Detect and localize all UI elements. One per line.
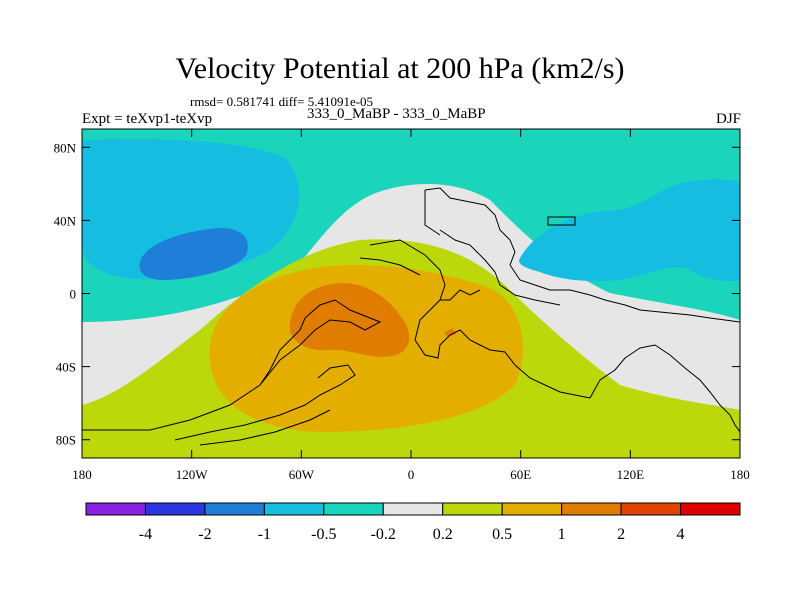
colorbar-label: -1 bbox=[258, 526, 271, 543]
band-negative-asia bbox=[519, 179, 740, 282]
y-tick-label: 40S bbox=[56, 360, 76, 375]
colorbar-label: -2 bbox=[198, 526, 211, 543]
band-negative-pacific-core bbox=[139, 228, 248, 281]
colorbar-label: -0.2 bbox=[371, 526, 396, 543]
colorbar-label: -4 bbox=[139, 526, 152, 543]
colorbar-label: -0.5 bbox=[311, 526, 336, 543]
colorbar-swatch bbox=[501, 502, 563, 516]
colorbar-label: 0.5 bbox=[492, 526, 512, 543]
colorbar-swatch bbox=[680, 502, 741, 516]
x-axis: 180 120W 60W 0 60E 120E 180 bbox=[72, 129, 750, 482]
colorbar-swatch bbox=[442, 502, 503, 516]
center-label: 333_0_MaBP - 333_0_MaBP bbox=[307, 106, 486, 122]
colorbar-label: 4 bbox=[677, 526, 685, 543]
y-tick-label: 40N bbox=[54, 213, 77, 228]
colorbar-swatch bbox=[263, 502, 325, 516]
stats-text: rmsd= 0.581741 diff= 5.41091e-05 bbox=[190, 94, 374, 109]
left-label: Expt = teXvp1-teXvp bbox=[82, 111, 213, 127]
x-tick-label: 180 bbox=[730, 467, 750, 482]
colorbar: -4 -2 -1 -0.5 -0.2 0.2 0.5 1 2 4 bbox=[85, 502, 741, 543]
season-label: DJF bbox=[715, 111, 741, 127]
y-tick-label: 80N bbox=[54, 140, 77, 155]
colorbar-swatch bbox=[85, 502, 146, 516]
x-tick-label: 60W bbox=[289, 467, 315, 482]
y-tick-label: 80S bbox=[56, 433, 76, 448]
colorbar-swatch bbox=[323, 502, 384, 516]
x-tick-label: 120E bbox=[617, 467, 645, 482]
colorbar-swatch bbox=[620, 502, 682, 516]
colorbar-swatch bbox=[144, 502, 206, 516]
outline-africa bbox=[359, 239, 591, 399]
outline-eurasia bbox=[424, 187, 740, 323]
outline-south-america bbox=[82, 299, 382, 446]
outline-australia bbox=[589, 344, 740, 433]
chart-title: Velocity Potential at 200 hPa (km2/s) bbox=[175, 52, 625, 85]
colorbar-label: 1 bbox=[558, 526, 566, 543]
colorbar-label: 2 bbox=[617, 526, 625, 543]
band-positive-strong bbox=[289, 283, 410, 357]
band-positive-strong-small bbox=[444, 328, 456, 337]
x-tick-label: 180 bbox=[72, 467, 92, 482]
continent-outlines bbox=[82, 187, 740, 446]
colorbar-label: 0.2 bbox=[433, 526, 453, 543]
x-tick-label: 0 bbox=[408, 467, 415, 482]
x-tick-label: 60E bbox=[510, 467, 531, 482]
colorbar-swatch bbox=[382, 502, 444, 516]
colorbar-swatch bbox=[561, 502, 622, 516]
x-tick-label: 120W bbox=[176, 467, 209, 482]
y-tick-label: 0 bbox=[70, 287, 77, 302]
y-axis: 80N 40N 0 40S 80S bbox=[54, 140, 740, 448]
colorbar-swatch bbox=[204, 502, 265, 516]
